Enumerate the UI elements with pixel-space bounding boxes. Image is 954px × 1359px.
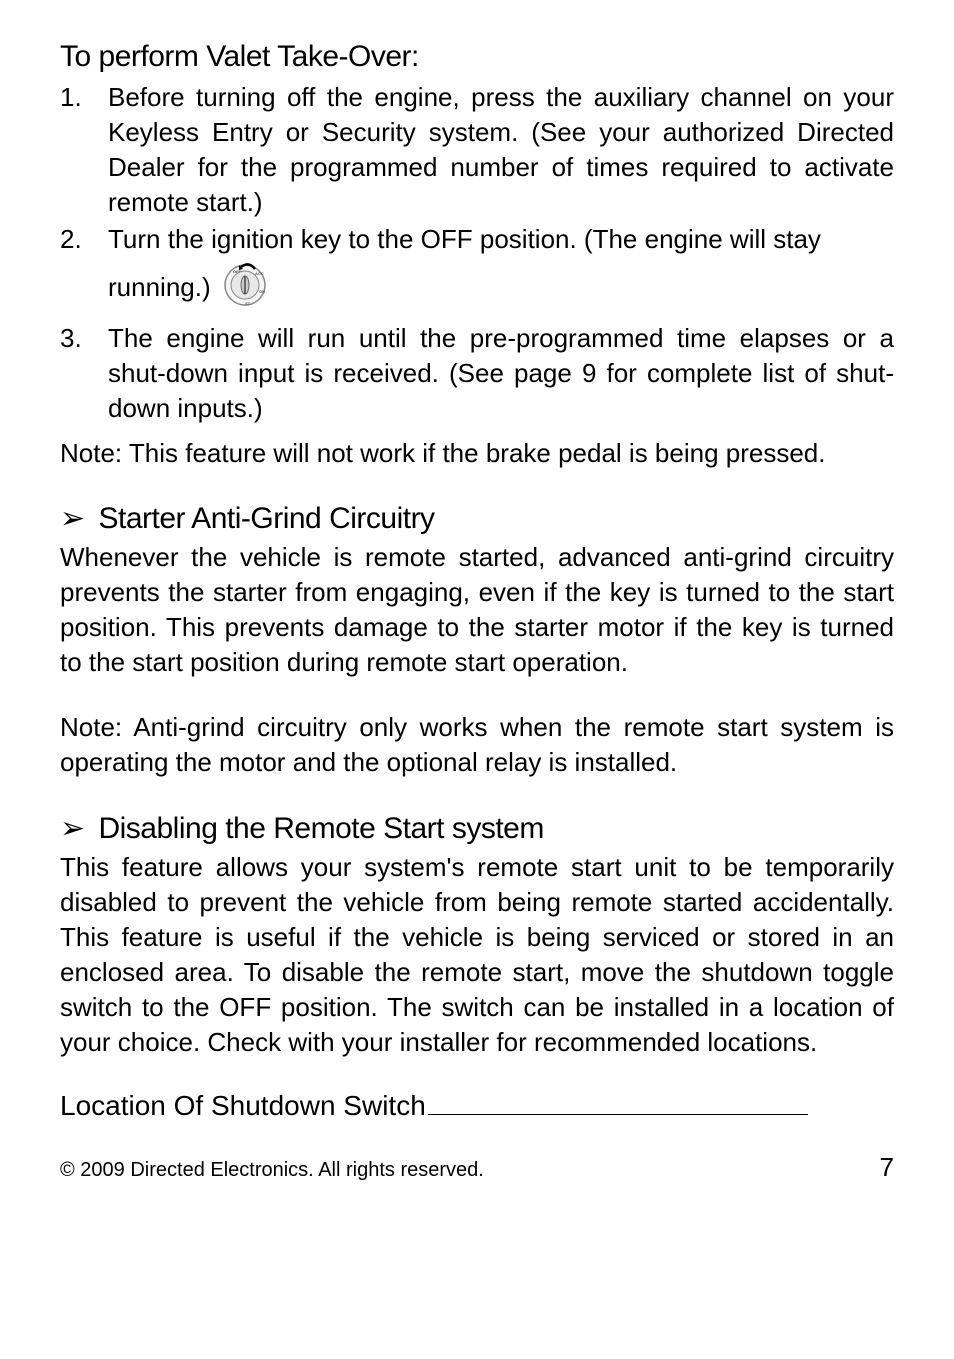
- list-text: The engine will run until the pre-progra…: [108, 321, 894, 426]
- section-arrow-icon: ➢: [60, 811, 85, 846]
- list-text: Turn the ignition key to the OFF positio…: [108, 222, 894, 318]
- ignition-on-label: ON: [259, 289, 265, 294]
- valet-heading: To perform Valet Take-Over:: [60, 40, 894, 74]
- list-text: Before turning off the engine, press the…: [108, 80, 894, 220]
- list-item: 3. The engine will run until the pre-pro…: [60, 321, 894, 426]
- list-item: 1. Before turning off the engine, press …: [60, 80, 894, 220]
- list-number: 2.: [60, 222, 108, 318]
- antigrind-title-text: Starter Anti-Grind Circuitry: [91, 502, 435, 535]
- list-item-2-line2: running.): [108, 270, 211, 305]
- page-number: 7: [880, 1152, 894, 1183]
- valet-note: Note: This feature will not work if the …: [60, 436, 894, 471]
- list-item-2-line1: Turn the ignition key to the OFF positio…: [108, 224, 821, 254]
- note-text: Anti-grind circuitry only works when the…: [60, 712, 894, 777]
- antigrind-body: Whenever the vehicle is remote started, …: [60, 540, 894, 680]
- note-label: Note:: [60, 438, 122, 468]
- list-number: 3.: [60, 321, 108, 426]
- valet-steps-list: 1. Before turning off the engine, press …: [60, 80, 894, 426]
- ignition-acc-label: ACC: [255, 271, 264, 276]
- copyright-text: © 2009 Directed Electronics. All rights …: [60, 1159, 484, 1182]
- list-item: 2. Turn the ignition key to the OFF posi…: [60, 222, 894, 318]
- section-arrow-icon: ➢: [60, 501, 85, 536]
- shutdown-location-blank: [428, 1114, 808, 1115]
- disable-body: This feature allows your system's remote…: [60, 850, 894, 1061]
- ignition-st-label: ST: [245, 301, 251, 306]
- shutdown-location-line: Location Of Shutdown Switch: [60, 1090, 894, 1122]
- disable-title-text: Disabling the Remote Start system: [91, 812, 544, 845]
- page-footer: © 2009 Directed Electronics. All rights …: [60, 1152, 894, 1183]
- antigrind-note: Note: Anti-grind circuitry only works wh…: [60, 710, 894, 780]
- note-label: Note:: [60, 712, 122, 742]
- ignition-key-icon: OFF ACC ON ST: [219, 257, 271, 318]
- list-number: 1.: [60, 80, 108, 220]
- antigrind-heading: ➢ Starter Anti-Grind Circuitry: [60, 501, 894, 536]
- note-text: This feature will not work if the brake …: [122, 438, 825, 468]
- shutdown-location-label: Location Of Shutdown Switch: [60, 1090, 426, 1121]
- disable-heading: ➢ Disabling the Remote Start system: [60, 811, 894, 846]
- ignition-off-label: OFF: [233, 269, 242, 274]
